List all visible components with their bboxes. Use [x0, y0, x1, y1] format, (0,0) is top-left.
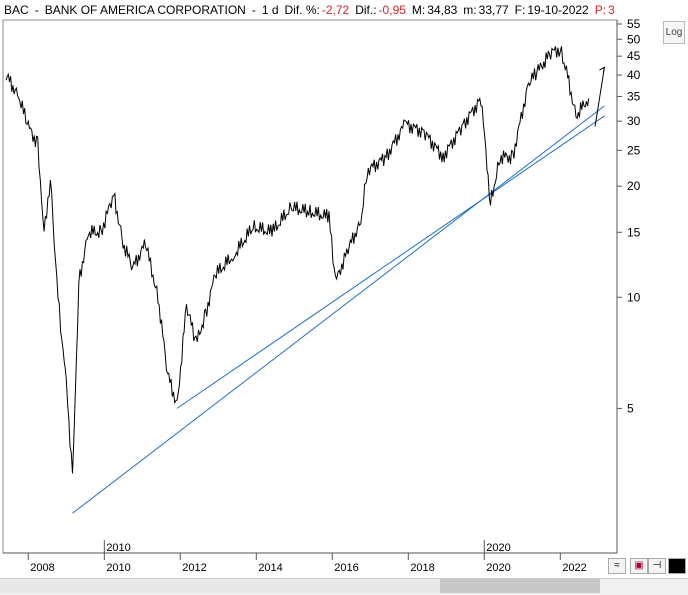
x-tick-label: 2012	[182, 562, 206, 574]
separator: -	[34, 3, 39, 17]
max-label: M:	[411, 3, 426, 17]
ticker: BAC	[4, 3, 29, 17]
scrollbar-thumb[interactable]	[440, 579, 600, 593]
separator: -	[251, 3, 256, 17]
date-label: F:	[514, 3, 526, 17]
company-name: BANK OF AMERICA CORPORATION	[44, 3, 246, 17]
y-tick-label: 50	[627, 32, 641, 46]
trendline	[72, 105, 605, 514]
dif-pct-label: Dif. %:	[284, 3, 320, 17]
y-tick-label: 15	[627, 225, 641, 239]
y-tick-label: 5	[627, 401, 634, 415]
dif-pct-value: -2,72	[321, 3, 350, 17]
dif-value: -0,95	[378, 3, 406, 17]
price-value: 3	[608, 3, 615, 17]
zoom-icon[interactable]: ≈	[608, 558, 626, 574]
min-label: m:	[463, 3, 477, 17]
trendline	[176, 115, 605, 409]
arrow-head	[599, 66, 606, 74]
dif-label: Dif.:	[355, 3, 377, 17]
x-tick-label: 2014	[258, 562, 282, 574]
annotation-arrow	[594, 67, 605, 127]
y-tick-label: 55	[627, 17, 641, 31]
x-tick-label: 2008	[30, 562, 54, 574]
y-tick-label: 45	[627, 49, 641, 63]
x-tick-label: 2010	[106, 562, 130, 574]
y-tick-label: 40	[627, 68, 641, 82]
price-label: P:	[594, 3, 607, 17]
y-tick-label: 20	[627, 179, 641, 193]
x-tick-label: 2016	[334, 562, 358, 574]
min-value: 33,77	[478, 3, 509, 17]
x-tick-label: 2020	[486, 562, 510, 574]
pin-icon[interactable]: ⊣	[648, 558, 666, 574]
y-tick-label: 25	[627, 143, 641, 157]
x-tick-label: 2022	[562, 562, 586, 574]
color-swatch-icon[interactable]	[668, 558, 686, 574]
period: 1 d	[261, 3, 279, 17]
save-icon[interactable]: ▣	[630, 558, 648, 574]
date-value: 19-10-2022	[527, 3, 589, 17]
plot-area-border	[2, 19, 618, 554]
x-marker-label: 2010	[106, 542, 130, 554]
price-line	[5, 46, 590, 474]
y-tick-label: 10	[627, 290, 641, 304]
log-scale-button[interactable]: Log	[663, 21, 685, 44]
x-marker-label: 2020	[486, 542, 510, 554]
y-tick-label: 35	[627, 89, 641, 103]
x-tick-label: 2018	[410, 562, 434, 574]
y-tick-label: 30	[627, 114, 641, 128]
max-value: 34,83	[427, 3, 458, 17]
chart-header: BAC - BANK OF AMERICA CORPORATION - 1 d …	[0, 0, 620, 20]
